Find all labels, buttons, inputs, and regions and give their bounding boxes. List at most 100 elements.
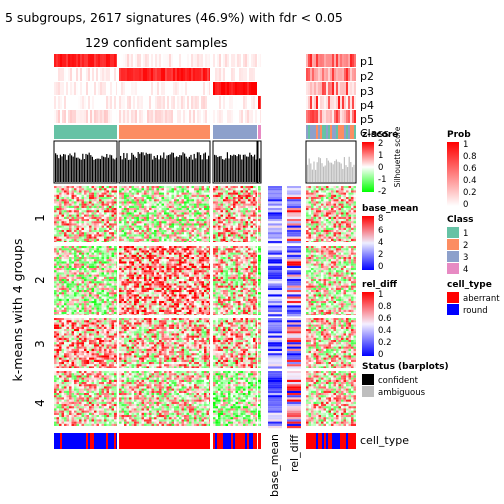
heatmap-cell — [91, 252, 94, 255]
heatmap-cell — [59, 265, 62, 268]
heatmap-cell — [61, 307, 64, 310]
prob-track-cell — [255, 96, 257, 109]
heatmap-cell — [119, 210, 122, 213]
heatmap-cell — [86, 292, 89, 295]
silhouette-bar — [233, 154, 235, 182]
heatmap-cell — [56, 283, 59, 286]
silhouette-bar — [156, 155, 158, 182]
heatmap-cell — [96, 298, 99, 301]
heatmap-cell — [328, 192, 331, 195]
heatmap-cell — [313, 241, 316, 243]
heatmap-cell — [346, 238, 349, 241]
prob-track-cell — [324, 82, 326, 95]
heatmap-cell — [136, 246, 139, 249]
heatmap-cell — [114, 223, 117, 226]
heatmap-cell — [104, 298, 107, 301]
prob-track-cell — [306, 82, 308, 95]
silhouette-bar — [220, 155, 222, 182]
heatmap-cell — [154, 219, 157, 222]
heatmap-cell — [220, 230, 223, 233]
silhouette-bar — [196, 152, 198, 182]
heatmap-cell — [91, 292, 94, 295]
heatmap-cell — [316, 223, 319, 226]
silhouette-bar — [331, 162, 333, 182]
heatmap-cell — [233, 221, 236, 224]
heatmap-cell — [321, 225, 324, 228]
heatmap-cell — [74, 252, 77, 255]
silhouette-bar — [66, 159, 68, 182]
heatmap-cell — [84, 309, 87, 312]
prob-track-cell — [189, 54, 191, 67]
heatmap-cell — [146, 279, 149, 282]
heatmap-cell — [171, 259, 174, 262]
prob-track-cell — [195, 54, 197, 67]
heatmap-cell — [240, 241, 243, 243]
heatmap-cell — [230, 186, 233, 189]
heatmap-cell — [66, 205, 69, 208]
heatmap-cell — [196, 265, 199, 268]
heatmap-cell — [144, 265, 147, 268]
heatmap-cell — [196, 210, 199, 213]
heatmap-cell — [164, 216, 167, 219]
heatmap-cell — [139, 279, 142, 282]
heatmap-cell — [348, 227, 351, 230]
heatmap-cell — [149, 214, 152, 217]
heatmap-cell — [66, 216, 69, 219]
prob-track-cell — [108, 68, 110, 81]
heatmap-cell — [189, 225, 192, 228]
heatmap-cell — [76, 268, 79, 271]
prob-track-cell — [346, 68, 348, 81]
heatmap-cell — [109, 236, 112, 239]
prob-track-cell — [203, 68, 205, 81]
row-group-label-2: 2 — [33, 276, 47, 284]
heatmap-cell — [209, 201, 211, 204]
heatmap-cell — [238, 190, 241, 193]
heatmap-cell — [343, 225, 346, 228]
heatmap-cell — [250, 214, 253, 217]
heatmap-cell — [169, 246, 172, 249]
heatmap-cell — [109, 246, 112, 249]
prob-track-cell — [127, 68, 129, 81]
heatmap-cell — [139, 257, 142, 260]
heatmap-cell — [89, 241, 92, 243]
heatmap-cell — [64, 246, 67, 249]
heatmap-cell — [321, 234, 324, 237]
heatmap-cell — [181, 276, 184, 279]
heatmap-cell — [111, 272, 114, 275]
heatmap-cell — [54, 192, 57, 195]
heatmap-cell — [116, 312, 118, 315]
heatmap-cell — [101, 296, 104, 299]
heatmap-cell — [74, 303, 77, 306]
heatmap-cell — [176, 232, 179, 235]
heatmap-cell — [240, 236, 243, 239]
heatmap-cell — [245, 201, 248, 204]
heatmap-cell — [71, 283, 74, 286]
heatmap-cell — [240, 238, 243, 241]
heatmap-cell — [151, 248, 154, 251]
prob-track-cell — [165, 68, 167, 81]
heatmap-cell — [169, 188, 172, 191]
heatmap-cell — [233, 201, 236, 204]
heatmap-cell — [96, 199, 99, 202]
heatmap-cell — [111, 314, 114, 316]
prob-track-cell — [235, 68, 237, 81]
heatmap-cell — [119, 261, 122, 264]
heatmap-cell — [134, 221, 137, 224]
heatmap-cell — [169, 214, 172, 217]
heatmap-cell — [79, 212, 82, 215]
prob-track-cell — [147, 68, 149, 81]
heatmap-cell — [114, 268, 117, 271]
heatmap-cell — [223, 230, 226, 233]
heatmap-cell — [106, 248, 109, 251]
prob-track-cell — [197, 110, 199, 123]
heatmap-cell — [194, 227, 197, 230]
heatmap-cell — [111, 230, 114, 233]
heatmap-cell — [99, 186, 102, 189]
heatmap-cell — [141, 276, 144, 279]
heatmap-cell — [191, 246, 194, 249]
heatmap-cell — [238, 199, 241, 202]
heatmap-cell — [126, 212, 129, 215]
heatmap-cell — [260, 186, 262, 189]
heatmap-cell — [238, 203, 241, 206]
heatmap-cell — [61, 283, 64, 286]
